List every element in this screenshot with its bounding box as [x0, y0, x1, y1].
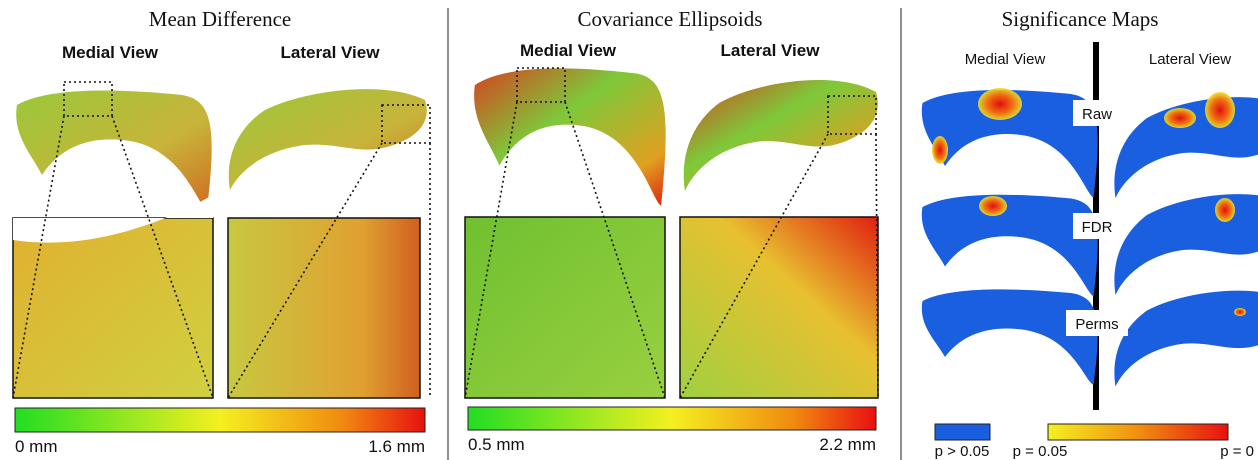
zoom-box	[228, 218, 420, 398]
zoom-box	[13, 218, 213, 398]
panel-title: Covariance Ellipsoids	[578, 7, 763, 31]
colorbar	[468, 407, 876, 430]
legend-label: p = 0	[1220, 443, 1254, 460]
colorbar-min: 0.5 mm	[468, 435, 525, 454]
medial-shape	[922, 195, 1098, 297]
row-label: FDR	[1082, 219, 1113, 236]
view-label: Medial View	[965, 51, 1046, 68]
colorbar-min: 0 mm	[15, 437, 58, 456]
view-label: Lateral View	[1149, 51, 1231, 68]
view-label: Lateral View	[281, 43, 381, 62]
legend-swatch	[935, 424, 990, 440]
hotspot	[1164, 108, 1196, 128]
lateral-shape	[1114, 291, 1258, 387]
legend-colorbar	[1048, 424, 1228, 440]
row-label: Perms	[1075, 316, 1118, 333]
significance-row	[922, 289, 1258, 386]
figure: Mean Difference Medial View Lateral View…	[0, 0, 1258, 460]
lateral-shape	[1114, 194, 1258, 295]
medial-shape	[16, 91, 211, 210]
medial-shape	[922, 289, 1098, 385]
hotspot	[978, 88, 1022, 120]
significance-row	[922, 194, 1258, 296]
panel-title: Significance Maps	[1002, 7, 1159, 31]
colorbar	[15, 408, 425, 432]
view-label: Lateral View	[721, 41, 821, 60]
hotspot	[932, 136, 948, 164]
view-label: Medial View	[62, 43, 159, 62]
colorbar-max: 2.2 mm	[819, 435, 876, 454]
panel-title: Mean Difference	[149, 7, 291, 31]
hotspot	[979, 196, 1007, 216]
page: Mean Difference Medial View Lateral View…	[0, 0, 1258, 460]
colorbar-max: 1.6 mm	[368, 437, 425, 456]
view-label: Medial View	[520, 41, 617, 60]
row-label: Raw	[1082, 106, 1112, 123]
hotspot	[1234, 308, 1246, 316]
hotspot	[1205, 92, 1235, 128]
legend-label: p > 0.05	[935, 443, 990, 460]
legend-label: p = 0.05	[1013, 443, 1068, 460]
zoom-box	[680, 217, 878, 398]
medial-shape	[474, 68, 666, 205]
zoom-box	[465, 217, 665, 398]
hotspot	[1215, 198, 1235, 222]
